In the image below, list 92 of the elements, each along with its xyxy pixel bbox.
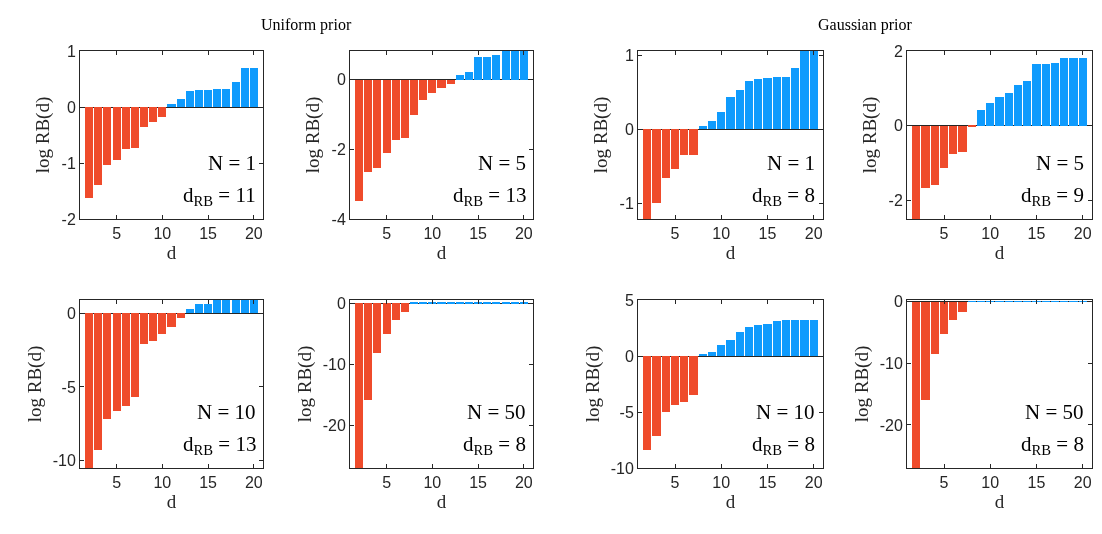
annotation: d$_{RB}$ = 8: [752, 432, 815, 459]
x-tick-label: 15: [1027, 225, 1046, 243]
annotation: N = 1: [767, 151, 816, 175]
x-tick-label: 5: [670, 474, 680, 492]
x-tick-label: 20: [514, 225, 533, 243]
x-tick-label: 10: [153, 474, 172, 492]
y-tick-label: -10: [52, 452, 76, 470]
x-axis-title: d: [166, 242, 177, 264]
x-tick-label: 20: [514, 474, 533, 492]
y-axis-title: log RB(d): [293, 345, 316, 423]
y-tick-label: 0: [893, 293, 903, 311]
annotation: N = 5: [1036, 151, 1085, 175]
annotation: d$_{RB}$ = 8: [463, 432, 526, 459]
x-tick-label: 20: [1073, 474, 1092, 492]
x-axis-title: d: [994, 491, 1005, 513]
x-axis-title: d: [166, 491, 177, 513]
annotation: N = 1: [208, 151, 257, 175]
x-axis-title: d: [436, 242, 447, 264]
x-tick-label: 20: [244, 474, 263, 492]
y-tick-label: 2: [893, 42, 903, 60]
x-tick-label: 5: [112, 225, 122, 243]
annotation: d$_{RB}$ = 13: [453, 183, 527, 210]
x-tick-label: 5: [939, 474, 949, 492]
x-tick-label: 10: [153, 225, 172, 243]
x-tick-label: 15: [758, 474, 777, 492]
y-tick-label: 5: [624, 291, 634, 309]
x-tick-label: 10: [423, 225, 442, 243]
y-tick-label: 0: [66, 304, 76, 322]
y-tick-label: -1: [619, 195, 634, 213]
x-tick-label: 20: [804, 474, 823, 492]
x-tick-label: 15: [469, 225, 488, 243]
x-tick-label: 20: [244, 225, 263, 243]
y-tick-label: 0: [336, 71, 346, 89]
y-axis-title: log RB(d): [581, 345, 604, 423]
y-tick-label: 0: [66, 98, 76, 116]
y-axis-title: log RB(d): [23, 345, 46, 423]
y-tick-label: -1: [61, 154, 76, 172]
annotation: d$_{RB}$ = 8: [752, 183, 815, 210]
y-tick-label: 0: [624, 121, 634, 139]
x-tick-label: 10: [981, 225, 1000, 243]
x-axis-title: d: [994, 242, 1005, 264]
x-tick-label: 5: [939, 225, 949, 243]
x-tick-label: 5: [670, 225, 680, 243]
x-tick-label: 10: [712, 474, 731, 492]
x-tick-label: 10: [712, 225, 731, 243]
y-tick-label: -20: [322, 417, 346, 435]
x-axis-title: d: [725, 491, 736, 513]
annotation: N = 10: [756, 400, 815, 424]
annotation: N = 50: [1025, 400, 1084, 424]
x-axis-title: d: [725, 242, 736, 264]
y-axis-title: log RB(d): [850, 345, 873, 423]
y-tick-label: -2: [61, 210, 76, 228]
y-tick-label: -10: [322, 355, 346, 373]
annotation: d$_{RB}$ = 11: [183, 183, 256, 210]
annotation: N = 5: [478, 151, 527, 175]
y-tick-label: -2: [888, 192, 903, 210]
y-tick-label: 0: [336, 294, 346, 312]
y-axis-title: log RB(d): [32, 96, 55, 174]
x-tick-label: 20: [1073, 225, 1092, 243]
text: Uniform prior: [261, 16, 352, 34]
x-tick-label: 5: [112, 474, 122, 492]
y-tick-label: -10: [610, 459, 634, 477]
y-tick-label: 1: [66, 42, 76, 60]
x-axis-title: d: [436, 491, 447, 513]
x-tick-label: 10: [981, 474, 1000, 492]
annotation: d$_{RB}$ = 13: [183, 432, 257, 459]
y-axis-title: log RB(d): [590, 96, 613, 174]
x-tick-label: 5: [382, 474, 392, 492]
y-tick-label: -4: [331, 210, 346, 228]
y-axis-title: log RB(d): [859, 96, 882, 174]
x-tick-label: 15: [469, 474, 488, 492]
text: Gaussian prior: [818, 16, 913, 34]
x-tick-label: 5: [382, 225, 392, 243]
y-tick-label: -10: [879, 354, 903, 372]
annotation: N = 10: [197, 400, 256, 424]
y-tick-label: -5: [61, 378, 76, 396]
x-tick-label: 15: [1027, 474, 1046, 492]
x-tick-label: 15: [199, 474, 218, 492]
annotation: d$_{RB}$ = 8: [1021, 432, 1084, 459]
x-tick-label: 20: [804, 225, 823, 243]
x-tick-label: 15: [199, 225, 218, 243]
y-axis-title: log RB(d): [302, 96, 325, 174]
y-tick-label: 0: [624, 347, 634, 365]
x-tick-label: 15: [758, 225, 777, 243]
y-tick-label: 0: [893, 117, 903, 135]
y-tick-label: -5: [619, 403, 634, 421]
y-tick-label: 1: [624, 47, 634, 65]
annotation: N = 50: [467, 400, 526, 424]
annotation: d$_{RB}$ = 9: [1021, 183, 1084, 210]
y-tick-label: -20: [879, 416, 903, 434]
y-tick-label: -2: [331, 140, 346, 158]
x-tick-label: 10: [423, 474, 442, 492]
